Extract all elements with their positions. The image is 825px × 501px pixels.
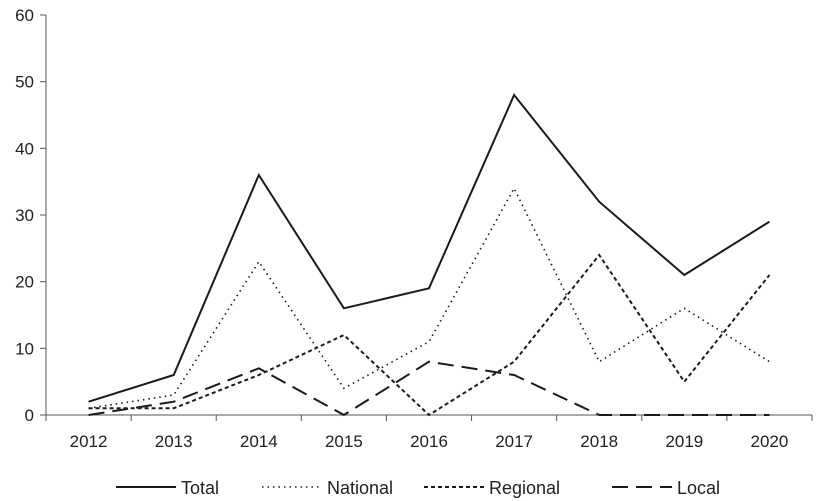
x-tick-label: 2018 (580, 432, 618, 451)
y-tick-label: 30 (15, 206, 34, 225)
y-tick-label: 40 (15, 139, 34, 158)
x-tick-label: 2012 (70, 432, 108, 451)
x-tick-label: 2014 (240, 432, 278, 451)
y-tick-label: 50 (15, 73, 34, 92)
y-tick-label: 10 (15, 339, 34, 358)
x-tick-label: 2016 (410, 432, 448, 451)
legend-label-regional: Regional (489, 478, 560, 498)
series-line-local (88, 360, 770, 417)
y-axis: 0 10 20 30 40 50 60 (15, 6, 47, 425)
x-tick-label: 2019 (665, 432, 703, 451)
x-tick-label: 2017 (495, 432, 533, 451)
y-tick-label: 60 (15, 6, 34, 25)
series-lines (88, 93, 771, 417)
x-tick-label: 2015 (325, 432, 363, 451)
legend: Total National Regional Local (116, 478, 720, 498)
x-axis: 2012 2013 2014 2015 2016 2017 2018 2019 2020 (45, 414, 813, 451)
series-line-regional (88, 253, 771, 417)
series-line-national (88, 186, 770, 410)
x-tick-label: 2013 (155, 432, 193, 451)
y-tick-label: 20 (15, 273, 34, 292)
series-line-total (88, 93, 770, 403)
x-tick-label: 2020 (751, 432, 789, 451)
legend-label-total: Total (181, 478, 219, 498)
legend-label-national: National (327, 478, 393, 498)
legend-label-local: Local (677, 478, 720, 498)
y-tick-label: 0 (25, 406, 34, 425)
